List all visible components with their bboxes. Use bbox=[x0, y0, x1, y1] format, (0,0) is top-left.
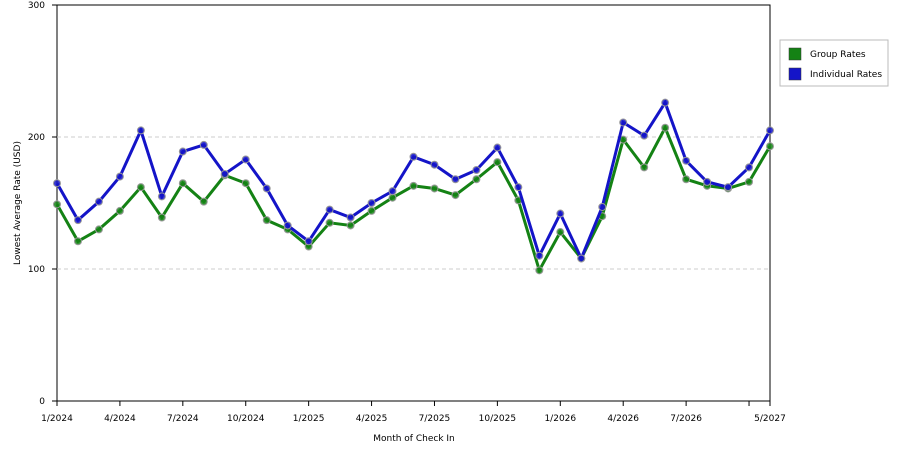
data-point bbox=[346, 213, 355, 222]
data-point bbox=[493, 158, 502, 167]
data-point bbox=[241, 179, 250, 188]
data-point bbox=[577, 254, 586, 263]
data-point bbox=[766, 126, 774, 135]
data-point bbox=[703, 177, 712, 186]
data-point bbox=[304, 237, 313, 246]
data-point bbox=[724, 183, 733, 192]
x-tick-label: 5/2027 bbox=[754, 414, 786, 424]
x-tick-label: 1/2025 bbox=[293, 414, 325, 424]
data-point bbox=[199, 197, 208, 206]
legend-label: Group Rates bbox=[810, 50, 866, 60]
data-point bbox=[661, 123, 670, 132]
data-point bbox=[745, 163, 754, 172]
x-tick-label: 7/2025 bbox=[419, 414, 451, 424]
data-point bbox=[556, 209, 565, 218]
data-point bbox=[94, 197, 103, 206]
data-point bbox=[619, 118, 628, 127]
data-point bbox=[220, 169, 229, 178]
data-point bbox=[661, 98, 670, 107]
data-point bbox=[136, 126, 145, 135]
data-point bbox=[199, 140, 208, 149]
data-point bbox=[682, 175, 691, 184]
data-point bbox=[514, 183, 523, 192]
data-point bbox=[262, 216, 271, 225]
data-point bbox=[262, 184, 271, 193]
data-point bbox=[157, 192, 166, 201]
data-point bbox=[283, 221, 292, 230]
x-tick-label: 10/2024 bbox=[227, 414, 265, 424]
data-point bbox=[388, 187, 397, 196]
data-point bbox=[157, 213, 166, 222]
data-point bbox=[556, 228, 565, 237]
data-point bbox=[430, 160, 439, 169]
data-point bbox=[325, 205, 334, 214]
data-point bbox=[73, 237, 82, 246]
y-tick-label: 0 bbox=[39, 397, 45, 407]
x-tick-label: 1/2026 bbox=[544, 414, 576, 424]
legend-swatch bbox=[788, 47, 802, 61]
data-point bbox=[94, 225, 103, 234]
x-tick-label: 4/2024 bbox=[104, 414, 136, 424]
data-point bbox=[535, 266, 544, 275]
data-point bbox=[430, 184, 439, 193]
data-point bbox=[178, 179, 187, 188]
data-point bbox=[53, 200, 61, 209]
data-point bbox=[325, 218, 334, 227]
legend-swatch bbox=[788, 67, 802, 81]
x-tick-label: 7/2024 bbox=[167, 414, 199, 424]
data-point bbox=[472, 166, 481, 174]
data-point bbox=[115, 172, 124, 181]
data-point bbox=[745, 177, 754, 186]
x-tick-label: 7/2026 bbox=[670, 414, 702, 424]
y-tick-label: 200 bbox=[28, 133, 45, 143]
data-point bbox=[409, 181, 418, 190]
data-point bbox=[115, 206, 124, 215]
y-axis-label: Lowest Average Rate (USD) bbox=[13, 141, 23, 265]
data-point bbox=[346, 221, 355, 230]
data-point bbox=[136, 183, 145, 192]
x-axis-label: Month of Check In bbox=[373, 434, 455, 444]
data-point bbox=[367, 199, 376, 207]
data-point bbox=[640, 131, 649, 140]
data-point bbox=[472, 175, 481, 184]
data-point bbox=[178, 147, 187, 156]
data-point bbox=[53, 179, 61, 188]
data-point bbox=[409, 152, 418, 161]
data-point bbox=[766, 142, 774, 151]
data-point bbox=[682, 156, 691, 165]
data-point bbox=[451, 191, 460, 200]
data-point bbox=[493, 143, 502, 152]
x-tick-label: 4/2025 bbox=[356, 414, 388, 424]
data-point bbox=[598, 202, 607, 211]
x-tick-label: 1/2024 bbox=[41, 414, 73, 424]
plot-area bbox=[56, 4, 771, 402]
y-tick-label: 300 bbox=[28, 1, 45, 11]
data-point bbox=[367, 206, 376, 215]
data-point bbox=[241, 155, 250, 164]
legend-label: Individual Rates bbox=[810, 70, 882, 80]
y-tick-label: 100 bbox=[28, 265, 45, 275]
data-point bbox=[535, 251, 544, 260]
data-point bbox=[73, 216, 82, 225]
x-tick-label: 4/2026 bbox=[607, 414, 639, 424]
data-point bbox=[451, 175, 460, 184]
x-tick-label: 10/2025 bbox=[479, 414, 516, 424]
data-point bbox=[640, 163, 649, 172]
data-point bbox=[388, 193, 397, 202]
